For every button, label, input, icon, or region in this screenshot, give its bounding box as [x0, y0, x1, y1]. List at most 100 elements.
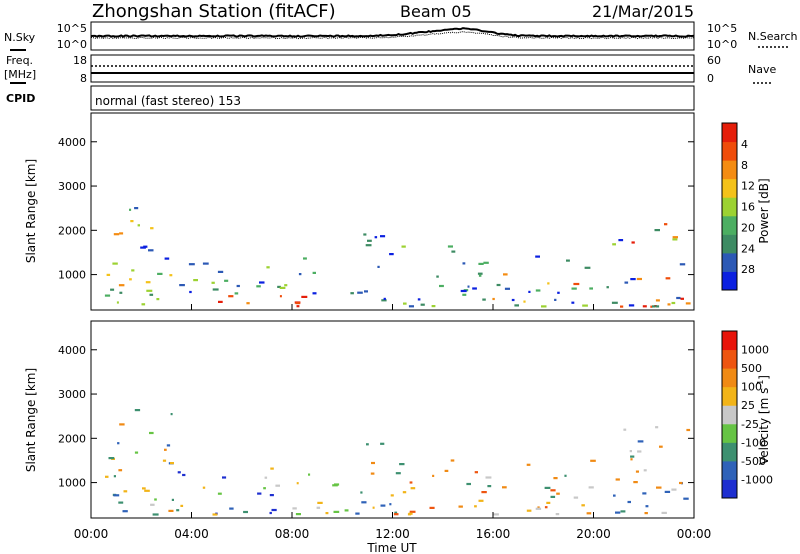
velocity-echo: [555, 513, 560, 516]
nsky-tick-top: 10^5: [57, 22, 87, 35]
velocity-echo: [317, 501, 323, 504]
power-echo: [389, 253, 394, 256]
power-echo: [571, 301, 575, 304]
power-colorbar-cell: [722, 178, 737, 198]
velocity-echo: [355, 512, 360, 515]
power-echo: [298, 273, 302, 276]
power-echo: [118, 284, 125, 287]
nsearch-tick-top: 10^5: [707, 22, 737, 35]
velocity-echo: [113, 494, 120, 497]
velocity-ylabel: Slant Range [km]: [24, 368, 38, 472]
velocity-echo: [176, 509, 180, 512]
velocity-echo: [623, 428, 627, 431]
velocity-echo: [550, 495, 556, 498]
velocity-echo: [269, 511, 272, 515]
cpid-text: normal (fast stereo) 153: [95, 94, 241, 108]
velocity-colorbar-cell: [722, 423, 737, 443]
velocity-echo: [105, 475, 109, 478]
power-echo: [462, 293, 467, 296]
power-echo: [654, 229, 660, 232]
velocity-echo: [154, 498, 157, 501]
power-echo: [652, 305, 656, 308]
power-echo: [482, 298, 486, 301]
velocity-echo: [370, 472, 375, 475]
velocity-colorbar-tick: 100: [741, 381, 762, 394]
power-echo: [246, 302, 250, 305]
velocity-echo: [399, 463, 405, 466]
velocity-colorbar-cell: [722, 331, 737, 351]
velocity-echo: [432, 474, 435, 477]
velocity-echo: [180, 504, 184, 507]
velocity-echo: [150, 503, 155, 506]
velocity-echo: [686, 428, 691, 432]
velocity-echo: [474, 505, 477, 508]
power-echo: [496, 283, 501, 287]
velocity-echo: [164, 448, 167, 451]
velocity-echo: [629, 450, 632, 453]
power-echo: [301, 295, 308, 298]
velocity-echo: [615, 478, 620, 481]
velocity-echo: [620, 510, 626, 513]
power-echo: [156, 298, 160, 301]
power-echo: [119, 232, 124, 235]
time-tick-label: 04:00: [174, 527, 209, 541]
velocity-echo: [679, 481, 683, 485]
power-echo: [680, 297, 684, 300]
power-echo: [664, 223, 668, 226]
velocity-echo: [627, 500, 631, 504]
velocity-echo: [644, 512, 648, 515]
power-colorbar-tick: 20: [741, 221, 755, 234]
velocity-echo: [108, 457, 115, 460]
velocity-echo: [118, 469, 123, 472]
power-echo: [606, 286, 609, 289]
power-echo: [447, 245, 453, 248]
velocity-echo: [292, 507, 297, 510]
power-echo: [630, 278, 636, 281]
power-echo: [460, 289, 467, 293]
velocity-colorbar-tick: 500: [741, 362, 762, 375]
power-echo: [179, 284, 185, 287]
power-echo: [566, 259, 570, 262]
velocity-echo: [170, 462, 174, 465]
velocity-colorbar-tick: -25: [741, 418, 759, 431]
power-echo: [431, 305, 436, 308]
time-tick-label: 12:00: [375, 527, 410, 541]
time-tick-label: 08:00: [275, 527, 310, 541]
power-echo: [671, 301, 676, 305]
velocity-echo: [229, 507, 234, 510]
power-echo: [169, 274, 173, 277]
time-axis-label: Time UT: [366, 541, 417, 554]
velocity-echo: [474, 471, 478, 474]
power-echo: [148, 249, 154, 252]
velocity-echo: [487, 485, 492, 488]
nsky-trace: [90, 27, 695, 38]
power-echo: [256, 285, 261, 288]
power-echo: [472, 287, 477, 290]
power-echo: [589, 287, 593, 290]
power-colorbar-tick: 4: [741, 138, 748, 151]
power-echo: [611, 301, 618, 304]
velocity-echo: [134, 409, 141, 412]
nsearch-trace: [90, 31, 695, 40]
power-echo: [137, 224, 140, 227]
velocity-echo: [637, 450, 642, 453]
power-echo: [106, 273, 111, 276]
power-echo: [312, 271, 316, 274]
velocity-echo: [450, 459, 455, 462]
power-echo: [279, 286, 286, 289]
power-echo: [642, 305, 647, 308]
velocity-colorbar: -1000 -500 -100 -25 25 100 500 1000: [721, 330, 773, 499]
velocity-echo: [544, 506, 548, 509]
velocity-echo: [615, 511, 621, 514]
velocity-echo: [630, 455, 635, 458]
velocity-echo: [144, 489, 150, 492]
power-echo: [146, 289, 153, 292]
power-echo: [620, 305, 624, 308]
velocity-colorbar-cell: [722, 479, 737, 499]
velocity-echo: [478, 499, 484, 502]
velocity-echo: [118, 501, 124, 504]
nsky-tick-bottom: 10^0: [57, 38, 87, 51]
velocity-echo: [202, 486, 206, 489]
velocity-echo: [113, 475, 116, 478]
velocity-echo: [429, 506, 435, 509]
